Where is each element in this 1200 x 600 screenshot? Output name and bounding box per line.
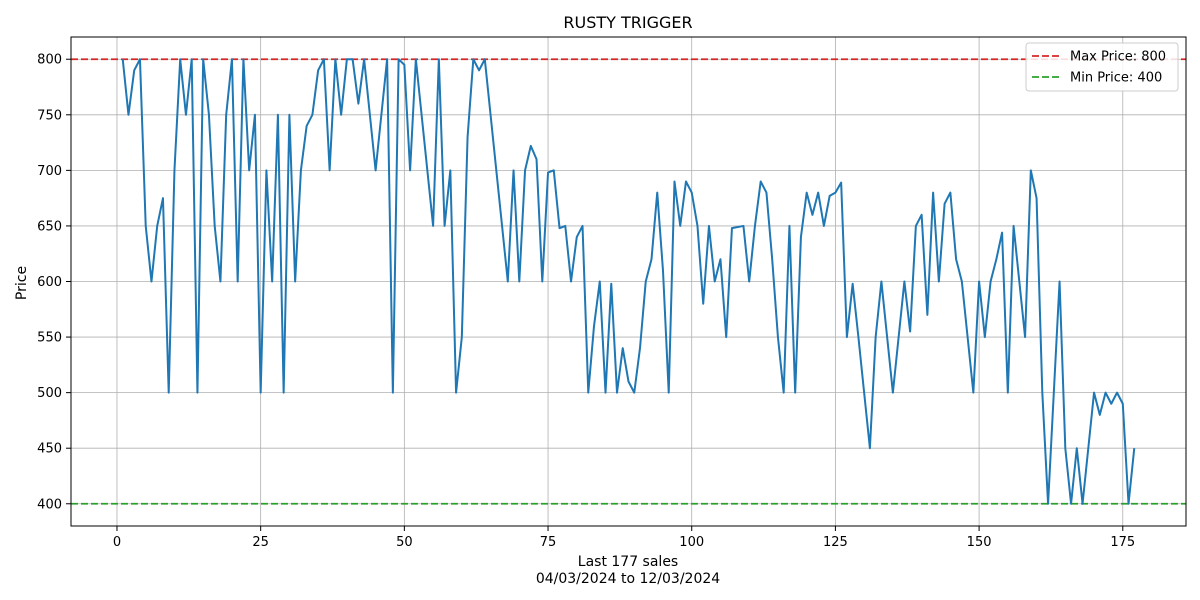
series-layer [121,58,1136,505]
legend: Max Price: 800 Min Price: 400 [1025,42,1179,92]
x-axis-date-range: 04/03/2024 to 12/03/2024 [536,571,720,587]
x-tick-label: 75 [540,535,557,550]
reference-lines [71,58,1186,505]
x-axis-ticks: 0 25 50 75 100 125 150 175 [113,526,1135,550]
x-tick-label: 50 [396,535,413,550]
y-tick-label: 600 [37,275,62,290]
price-series-line [121,58,1136,505]
y-tick-label: 750 [37,108,62,123]
y-tick-label: 550 [37,331,62,346]
y-tick-label: 700 [37,164,62,179]
y-tick-label: 800 [37,53,62,68]
x-tick-label: 125 [823,535,848,550]
y-axis-label: Price [14,266,30,300]
y-tick-label: 450 [37,442,62,457]
x-tick-label: 0 [113,535,121,550]
x-tick-label: 175 [1110,535,1135,550]
y-tick-label: 500 [37,386,62,401]
legend-entry: Max Price: 800 [1070,50,1166,65]
x-tick-label: 150 [967,535,992,550]
y-axis-ticks: 400 450 500 550 600 650 700 750 800 [37,53,71,512]
legend-box [1025,42,1179,92]
chart-title: RUSTY TRIGGER [563,13,692,32]
y-tick-label: 650 [37,219,62,234]
grid-lines [71,37,1186,526]
legend-entry: Min Price: 400 [1070,71,1162,86]
x-tick-label: 100 [679,535,704,550]
x-tick-label: 25 [252,535,269,550]
y-tick-label: 400 [37,497,62,512]
x-axis-label: Last 177 sales [578,554,678,570]
